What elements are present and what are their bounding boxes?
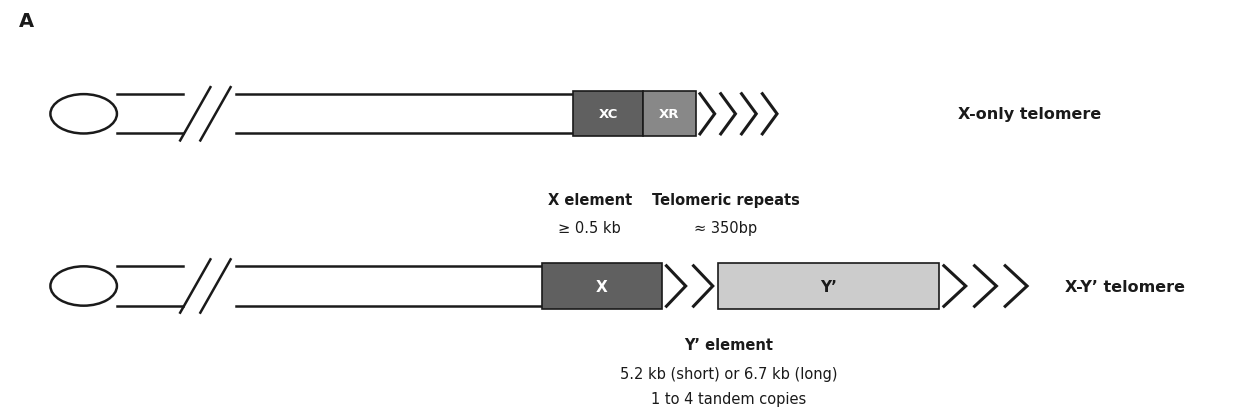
- Text: X-Y’ telomere: X-Y’ telomere: [1065, 279, 1184, 294]
- Text: 5.2 kb (short) or 6.7 kb (long): 5.2 kb (short) or 6.7 kb (long): [620, 366, 837, 381]
- Text: X element: X element: [548, 192, 631, 207]
- Text: XC: XC: [598, 108, 617, 121]
- Text: ≥ 0.5 kb: ≥ 0.5 kb: [558, 221, 621, 236]
- Bar: [573, 92, 643, 137]
- Text: Telomeric repeats: Telomeric repeats: [651, 192, 800, 207]
- Text: XR: XR: [659, 108, 679, 121]
- Text: X: X: [596, 279, 607, 294]
- Text: Y’: Y’: [820, 279, 837, 294]
- Text: X-only telomere: X-only telomere: [958, 107, 1101, 122]
- Bar: [718, 264, 939, 309]
- Text: 1 to 4 tandem copies: 1 to 4 tandem copies: [650, 391, 806, 406]
- Bar: [643, 92, 696, 137]
- Text: A: A: [19, 12, 34, 31]
- Text: ≈ 350bp: ≈ 350bp: [694, 221, 757, 236]
- Bar: [542, 264, 662, 309]
- Text: Y’ element: Y’ element: [684, 337, 772, 353]
